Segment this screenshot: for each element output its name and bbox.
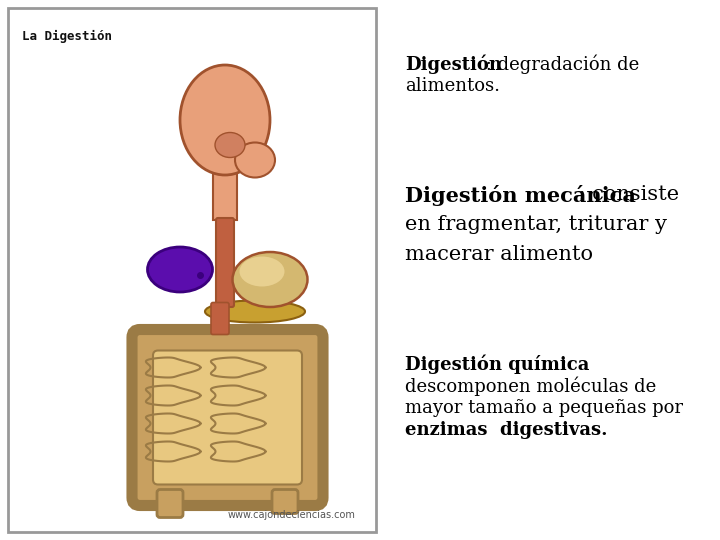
Text: :: : xyxy=(560,355,566,373)
Ellipse shape xyxy=(180,65,270,175)
Text: mayor tamaño a pequeñas por: mayor tamaño a pequeñas por xyxy=(405,399,683,417)
Ellipse shape xyxy=(235,143,275,178)
Text: macerar alimento: macerar alimento xyxy=(405,245,593,264)
Text: en fragmentar, triturar y: en fragmentar, triturar y xyxy=(405,215,667,234)
Text: alimentos.: alimentos. xyxy=(405,77,500,95)
Text: descomponen moléculas de: descomponen moléculas de xyxy=(405,377,656,396)
FancyBboxPatch shape xyxy=(157,489,183,517)
FancyBboxPatch shape xyxy=(272,489,298,514)
Ellipse shape xyxy=(240,256,284,287)
Text: enzimas  digestivas.: enzimas digestivas. xyxy=(405,421,608,439)
FancyBboxPatch shape xyxy=(211,302,229,334)
Text: : degradación de: : degradación de xyxy=(480,55,639,75)
FancyBboxPatch shape xyxy=(8,8,376,532)
Ellipse shape xyxy=(148,247,212,292)
FancyBboxPatch shape xyxy=(153,350,302,484)
Text: : consiste: : consiste xyxy=(572,185,679,204)
Ellipse shape xyxy=(215,132,245,158)
Text: La Digestión: La Digestión xyxy=(22,30,112,43)
Text: Digestión química: Digestión química xyxy=(405,355,590,375)
Text: Digestión: Digestión xyxy=(405,55,502,75)
FancyBboxPatch shape xyxy=(216,218,234,307)
Polygon shape xyxy=(213,170,237,220)
Text: Digestión mecánica: Digestión mecánica xyxy=(405,185,636,206)
Text: www.cajondeciencias.com: www.cajondeciencias.com xyxy=(227,510,355,520)
Ellipse shape xyxy=(233,252,307,307)
Ellipse shape xyxy=(205,300,305,322)
FancyBboxPatch shape xyxy=(132,329,323,505)
